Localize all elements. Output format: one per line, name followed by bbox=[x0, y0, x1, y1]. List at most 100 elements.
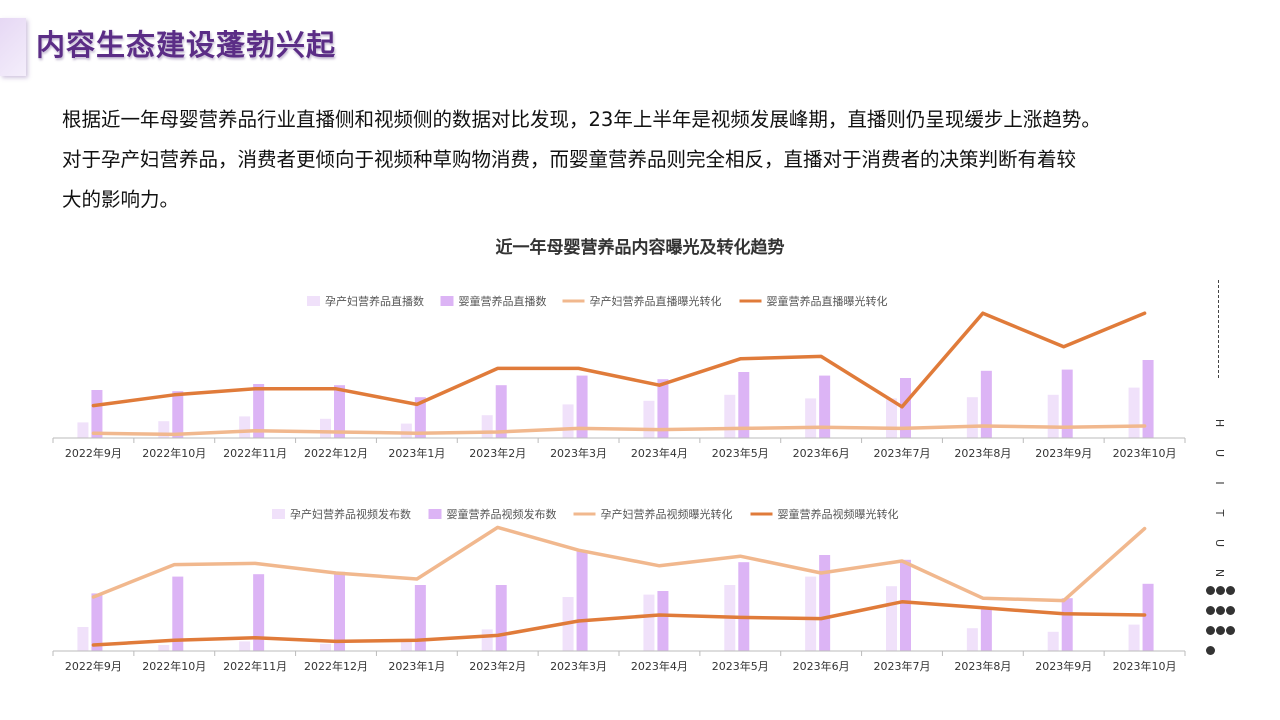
dashed-divider bbox=[1218, 280, 1219, 378]
x-tick-label: 2022年9月 bbox=[65, 659, 122, 673]
bar bbox=[738, 372, 750, 438]
bar bbox=[239, 416, 251, 438]
x-tick-label: 2022年10月 bbox=[142, 446, 206, 460]
legend-label: 婴童营养品直播曝光转化 bbox=[767, 294, 888, 308]
x-tick-label: 2023年6月 bbox=[793, 659, 850, 673]
bar bbox=[1142, 360, 1154, 438]
video-chart: 孕产妇营养品视频发布数 婴童营养品视频发布数 孕产妇营养品视频曝光转化 婴童营养品视频… bbox=[52, 507, 1186, 673]
x-tick-label: 2023年9月 bbox=[1035, 659, 1092, 673]
side-letter: N bbox=[1213, 568, 1226, 578]
series-line bbox=[91, 424, 1147, 437]
bar bbox=[172, 576, 184, 651]
x-tick-label: 2022年11月 bbox=[223, 659, 287, 673]
bar bbox=[91, 390, 103, 438]
bar bbox=[643, 594, 655, 651]
bar bbox=[980, 370, 992, 438]
bar bbox=[1142, 583, 1154, 651]
side-letter: H bbox=[1213, 418, 1226, 428]
x-tick-label: 2023年1月 bbox=[388, 659, 445, 673]
bar bbox=[320, 643, 331, 651]
bar bbox=[738, 562, 750, 651]
side-letter: I bbox=[1213, 481, 1226, 485]
dot bbox=[1206, 626, 1215, 635]
bar bbox=[253, 574, 265, 651]
chart-title: 近一年母婴营养品内容曝光及转化趋势 bbox=[495, 238, 785, 258]
bar bbox=[334, 385, 345, 438]
legend-label: 孕产妇营养品直播数 bbox=[325, 294, 424, 308]
page-title: 内容生态建设蓬勃兴起 bbox=[36, 28, 337, 62]
bar bbox=[91, 593, 103, 651]
x-tick-label: 2023年4月 bbox=[631, 659, 688, 673]
dot bbox=[1206, 586, 1215, 595]
bar bbox=[724, 394, 736, 438]
bar bbox=[805, 398, 817, 438]
bar bbox=[1061, 598, 1073, 651]
bar bbox=[158, 421, 170, 438]
bar bbox=[481, 629, 493, 651]
series-line bbox=[91, 600, 1147, 647]
bar bbox=[819, 375, 831, 438]
bar bbox=[414, 397, 426, 438]
bar bbox=[966, 397, 978, 438]
dot bbox=[1226, 586, 1235, 595]
legend-label: 婴童营养品直播数 bbox=[459, 294, 547, 308]
dot bbox=[1226, 626, 1235, 635]
bar bbox=[1047, 394, 1059, 438]
x-tick-label: 2023年2月 bbox=[469, 446, 526, 460]
bar bbox=[77, 422, 89, 438]
series-line bbox=[91, 311, 1147, 409]
bar bbox=[253, 384, 265, 438]
legend-swatch bbox=[307, 296, 320, 306]
intro-line-3: 大的影响力。 bbox=[62, 188, 180, 211]
dot bbox=[1216, 586, 1225, 595]
legend-label: 婴童营养品视频曝光转化 bbox=[778, 507, 899, 521]
x-tick-label: 2023年10月 bbox=[1113, 446, 1177, 460]
x-tick-label: 2023年3月 bbox=[550, 446, 607, 460]
bar bbox=[643, 400, 655, 438]
x-tick-label: 2023年5月 bbox=[712, 446, 769, 460]
x-tick-label: 2023年10月 bbox=[1113, 659, 1177, 673]
x-tick-label: 2022年11月 bbox=[223, 446, 287, 460]
bar bbox=[239, 641, 251, 651]
dot bbox=[1206, 606, 1215, 615]
bar bbox=[562, 404, 574, 438]
legend-label: 孕产妇营养品直播曝光转化 bbox=[590, 294, 722, 308]
x-tick-label: 2022年12月 bbox=[304, 659, 368, 673]
bar bbox=[900, 559, 911, 651]
bar bbox=[1128, 387, 1140, 438]
bar bbox=[657, 379, 669, 438]
x-tick-label: 2022年12月 bbox=[304, 446, 368, 460]
dot bbox=[1226, 606, 1235, 615]
bar bbox=[966, 628, 978, 651]
x-tick-label: 2023年2月 bbox=[469, 659, 526, 673]
side-letters: H U I T U N bbox=[1204, 408, 1234, 588]
side-letter: U bbox=[1213, 448, 1226, 458]
bar bbox=[495, 385, 507, 438]
bar bbox=[334, 571, 345, 651]
bar bbox=[1047, 631, 1059, 651]
legend-swatch bbox=[272, 509, 285, 519]
bar bbox=[77, 627, 89, 651]
bar bbox=[819, 555, 831, 651]
x-tick-label: 2022年9月 bbox=[65, 446, 122, 460]
bar bbox=[576, 375, 588, 438]
bar bbox=[481, 415, 493, 438]
legend-label: 孕产妇营养品视频曝光转化 bbox=[601, 507, 733, 521]
side-letter: U bbox=[1213, 538, 1226, 548]
live-streaming-chart: 孕产妇营养品直播数 婴童营养品直播数 孕产妇营养品直播曝光转化 婴童营养品直播曝光转化… bbox=[52, 294, 1186, 460]
side-decoration: H U I T U N bbox=[1204, 280, 1235, 680]
dot bbox=[1206, 646, 1215, 655]
x-tick-label: 2022年10月 bbox=[142, 659, 206, 673]
intro-line-2: 对于孕产妇营养品，消费者更倾向于视频种草购物消费，而婴童营养品则完全相反，直播对… bbox=[62, 148, 1077, 171]
bar bbox=[158, 645, 170, 651]
bar bbox=[172, 391, 184, 438]
bar bbox=[900, 378, 911, 438]
bar bbox=[414, 585, 426, 651]
bar bbox=[980, 607, 992, 651]
title-accent-block bbox=[0, 18, 26, 76]
bar bbox=[886, 586, 897, 651]
x-tick-label: 2023年7月 bbox=[874, 446, 931, 460]
x-tick-label: 2023年6月 bbox=[793, 446, 850, 460]
bar bbox=[1128, 624, 1140, 651]
legend-swatch bbox=[428, 509, 442, 519]
